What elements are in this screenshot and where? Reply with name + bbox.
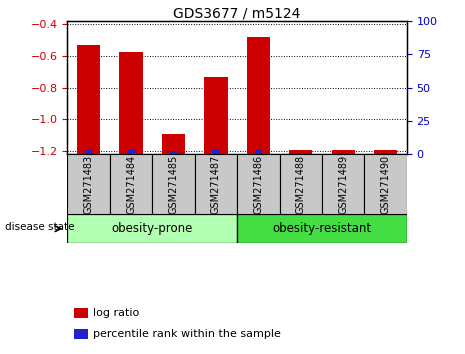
Bar <box>382 153 389 154</box>
Bar <box>237 214 407 243</box>
Text: GSM271490: GSM271490 <box>381 154 391 214</box>
Bar <box>74 308 88 318</box>
Bar <box>297 153 305 154</box>
Text: percentile rank within the sample: percentile rank within the sample <box>93 329 281 338</box>
Text: obesity-prone: obesity-prone <box>112 222 193 235</box>
Text: obesity-resistant: obesity-resistant <box>272 222 372 235</box>
Bar <box>255 149 262 154</box>
Bar <box>322 154 365 214</box>
Bar <box>247 37 270 154</box>
Bar <box>374 150 397 154</box>
Bar <box>365 154 407 214</box>
Text: GSM271485: GSM271485 <box>168 154 179 214</box>
Bar <box>110 154 152 214</box>
Bar <box>289 150 312 154</box>
Text: disease state: disease state <box>6 222 75 232</box>
Bar <box>162 134 185 154</box>
Text: GSM271488: GSM271488 <box>296 154 306 214</box>
Bar <box>195 154 237 214</box>
Title: GDS3677 / m5124: GDS3677 / m5124 <box>173 6 301 20</box>
Text: GSM271487: GSM271487 <box>211 154 221 214</box>
Bar <box>204 76 227 154</box>
Text: log ratio: log ratio <box>93 308 139 318</box>
Bar <box>67 214 237 243</box>
Text: GSM271486: GSM271486 <box>253 154 263 214</box>
Bar <box>77 45 100 154</box>
Text: GSM271484: GSM271484 <box>126 154 136 214</box>
Bar <box>339 153 347 154</box>
Bar <box>67 154 110 214</box>
Text: GSM271489: GSM271489 <box>338 154 348 214</box>
Bar <box>120 52 143 154</box>
Bar <box>85 149 93 154</box>
Text: GSM271483: GSM271483 <box>84 154 93 214</box>
Bar <box>74 329 88 339</box>
Bar <box>332 150 355 154</box>
Bar <box>212 149 219 154</box>
Bar <box>279 154 322 214</box>
Bar <box>237 154 279 214</box>
Bar <box>127 149 135 154</box>
Bar <box>170 151 177 154</box>
Bar <box>152 154 195 214</box>
